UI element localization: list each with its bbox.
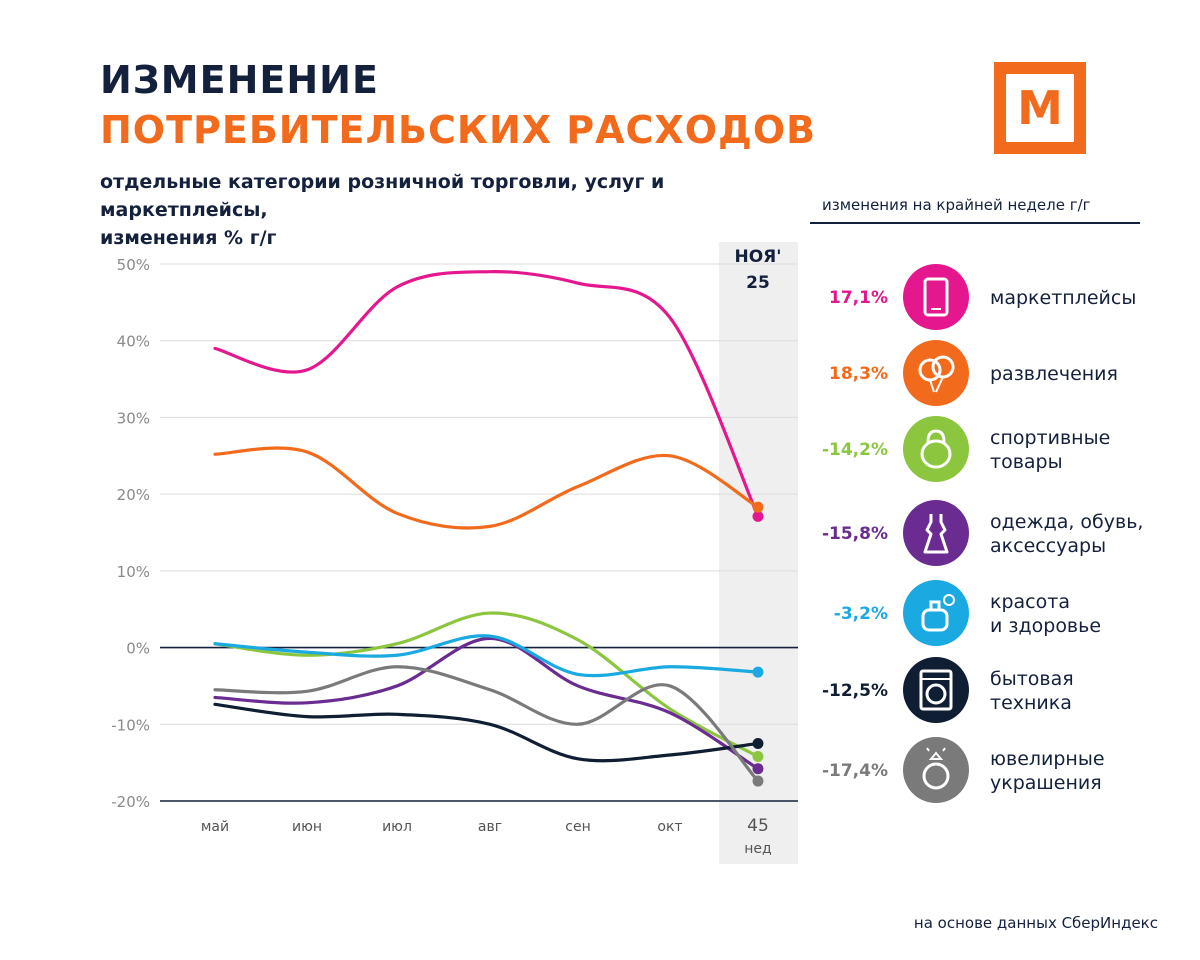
series-line xyxy=(213,702,760,763)
highlight-label: НОЯ' xyxy=(735,247,782,267)
y-tick-label: 0% xyxy=(126,640,150,658)
legend-divider xyxy=(810,222,1140,224)
series-line xyxy=(213,270,760,518)
legend-item: -17,4% ювелирные украшения xyxy=(800,735,1180,807)
title-line-2: ПОТРЕБИТЕЛЬСКИХ РАСХОДОВ xyxy=(100,108,817,152)
x-tick-label: 45 xyxy=(747,816,769,836)
x-tick-label: июл xyxy=(382,819,412,835)
subtitle-line: отдельные категории розничной торговли, … xyxy=(100,171,665,221)
y-tick-label: -10% xyxy=(111,716,150,734)
source-note: на основе данных СберИндекс xyxy=(913,914,1158,932)
legend-value: -15,8% xyxy=(821,524,888,544)
legend-label: ювелирные украшения xyxy=(990,748,1105,794)
logo-inner-square xyxy=(1006,74,1074,142)
legend-label: бытовая техника xyxy=(990,668,1074,714)
brand-logo: М xyxy=(994,62,1086,154)
series-endpoint xyxy=(752,501,764,513)
legend-item: -3,2% красота и здоровье xyxy=(800,578,1180,650)
legend-item: 17,1% маркетплейсы xyxy=(800,262,1180,334)
legend-label: развлечения xyxy=(990,363,1118,385)
x-tick-label: май xyxy=(201,819,229,835)
legend-value: 17,1% xyxy=(829,288,888,308)
series-endpoint xyxy=(752,737,764,749)
subtitle: отдельные категории розничной торговли, … xyxy=(100,168,820,252)
ring-icon xyxy=(903,737,969,803)
legend-label: одежда, обувь, аксессуары xyxy=(990,511,1144,557)
legend-item: -15,8% одежда, обувь, аксессуары xyxy=(800,498,1180,570)
series-line xyxy=(213,446,760,530)
y-tick-label: 40% xyxy=(117,333,150,351)
series-endpoint xyxy=(752,666,764,678)
legend-value: -14,2% xyxy=(821,440,888,460)
title-line-1: ИЗМЕНЕНИЕ xyxy=(100,58,379,102)
perfume-icon xyxy=(903,580,969,646)
legend-item: 18,3% развлечения xyxy=(800,338,1180,410)
highlight-label: 25 xyxy=(746,273,770,293)
subtitle-line: изменения % г/г xyxy=(100,227,277,249)
legend-value: 18,3% xyxy=(829,364,888,384)
legend-value: -3,2% xyxy=(833,604,888,624)
series-line xyxy=(213,634,760,678)
tablet-icon xyxy=(903,264,969,330)
y-tick-label: 20% xyxy=(117,486,150,504)
series-endpoint xyxy=(752,510,764,522)
y-tick-label: 50% xyxy=(117,256,150,274)
legend-item: -12,5% бытовая техника xyxy=(800,655,1180,727)
series-line xyxy=(213,636,760,771)
x-tick-label: июн xyxy=(292,819,322,835)
series-endpoint xyxy=(752,751,764,763)
x-tick-label: окт xyxy=(657,819,682,835)
legend-label: красота и здоровье xyxy=(990,591,1102,637)
y-tick-label: 30% xyxy=(117,409,150,427)
x-tick-label: авг xyxy=(478,819,502,835)
series-line xyxy=(213,611,760,759)
legend-header: изменения на крайней неделе г/г xyxy=(822,196,1091,214)
legend-item: -14,2% спортивные товары xyxy=(800,414,1180,486)
washing-machine-icon xyxy=(903,657,969,723)
x-tick-label: сен xyxy=(565,819,590,835)
series-endpoint xyxy=(752,763,764,775)
x-tick-label: нед xyxy=(744,841,771,857)
logo-letter: М xyxy=(1017,81,1063,135)
dress-icon xyxy=(903,500,969,566)
legend-value: -12,5% xyxy=(821,681,888,701)
legend-label: спортивные товары xyxy=(990,427,1111,473)
y-tick-label: 10% xyxy=(117,563,150,581)
legend-value: -17,4% xyxy=(821,761,888,781)
balloons-icon xyxy=(903,340,969,406)
y-tick-label: -20% xyxy=(111,793,150,811)
series-line xyxy=(213,665,760,783)
kettlebell-icon xyxy=(903,416,969,482)
line-chart: НОЯ' 25 50% 40% 30% 20% 10% 0% -10% -20% май июн июл… xyxy=(111,242,798,864)
legend-label: маркетплейсы xyxy=(990,287,1137,309)
series-endpoint xyxy=(752,775,764,787)
